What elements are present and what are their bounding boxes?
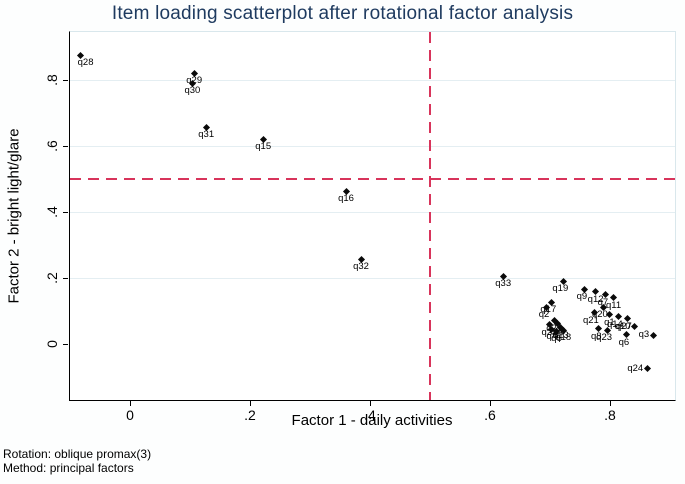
point-label: q7 (597, 296, 609, 308)
point-label: q13 (552, 329, 569, 341)
gridline (70, 79, 675, 81)
y-tick-label: .6 (44, 140, 60, 152)
point-label: q17 (540, 304, 557, 316)
diamond-marker (643, 365, 651, 373)
point-label: q4 (546, 331, 558, 343)
x-tick-label: .6 (484, 407, 496, 423)
point-label: q19 (552, 283, 569, 295)
y-tick-label: .2 (44, 272, 60, 284)
y-tick-mark (63, 278, 68, 279)
x-tick-label: .4 (364, 407, 376, 423)
x-axis-title: Factor 1 - daily activities (291, 412, 453, 429)
y-tick-mark (63, 212, 68, 213)
point-label: q24 (627, 362, 644, 374)
point-label: q9 (576, 291, 588, 303)
point-label: q10 (614, 320, 631, 332)
diamond-marker (649, 331, 657, 339)
point-label: q1 (604, 316, 615, 328)
point-label: q20 (591, 309, 608, 321)
point-label: q30 (184, 85, 201, 97)
x-tick-label: .2 (244, 407, 256, 423)
point-label: q32 (353, 261, 369, 273)
point-label: q21 (582, 314, 599, 326)
gridline (70, 145, 675, 147)
point-label: q2 (538, 309, 550, 321)
y-tick-label: .4 (44, 206, 60, 218)
point-label: q8 (590, 330, 602, 342)
diamond-marker (631, 323, 639, 331)
chart-title: Item loading scatterplot after rotationa… (111, 3, 574, 24)
point-label: q6 (618, 336, 630, 348)
y-tick-mark (63, 80, 68, 81)
point-label: q18 (555, 332, 572, 344)
x-tick-mark (490, 401, 491, 406)
point-label: q22 (541, 326, 558, 338)
y-tick-mark (63, 344, 68, 345)
note-method: Method: principal factors (3, 461, 134, 475)
point-label: q33 (495, 278, 512, 290)
point-label: q5 (551, 333, 562, 345)
plot-area: q28q29q30q31q15q16q32q33q19q9q12q7q11q17… (69, 31, 676, 401)
y-tick-label: 0 (44, 340, 60, 348)
point-label: q27 (615, 320, 632, 332)
chart-notes: Rotation: oblique promax(3) Method: prin… (3, 447, 151, 475)
point-label: q14 (606, 318, 623, 330)
ref-line-horizontal (70, 178, 675, 180)
x-tick-label: .8 (604, 407, 616, 423)
gridline (70, 277, 675, 279)
point-label: q31 (198, 129, 215, 141)
point-label: q15 (255, 141, 272, 153)
y-tick-label: .8 (44, 74, 60, 86)
gridline (70, 211, 675, 213)
x-tick-mark (130, 401, 131, 406)
point-label: q3 (638, 329, 650, 341)
x-tick-label: 0 (126, 407, 134, 423)
point-label: q12 (587, 293, 604, 305)
point-label: q28 (77, 57, 94, 69)
y-tick-mark (63, 146, 68, 147)
point-label: q16 (338, 193, 354, 205)
point-label: q23 (596, 332, 613, 344)
x-tick-mark (250, 401, 251, 406)
note-rotation: Rotation: oblique promax(3) (3, 447, 152, 461)
point-label: q11 (606, 299, 622, 311)
ref-line-vertical (429, 32, 431, 400)
x-tick-mark (370, 401, 371, 406)
x-tick-mark (610, 401, 611, 406)
y-axis-title: Factor 2 - bright light/glare (5, 128, 23, 304)
